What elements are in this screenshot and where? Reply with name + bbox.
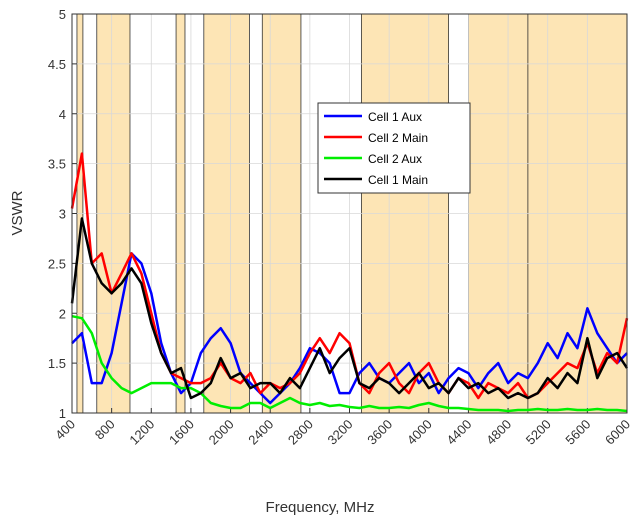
y-tick-label: 1 [59, 406, 66, 421]
y-tick-label: 3 [59, 207, 66, 222]
series-line [70, 217, 629, 400]
legend-label: Cell 2 Main [368, 131, 428, 145]
legend-label: Cell 1 Main [368, 173, 428, 187]
x-tick-label: 6000 [602, 417, 633, 448]
x-tick-label: 4400 [443, 417, 474, 448]
y-tick-label: 4 [59, 107, 66, 122]
x-tick-label: 3200 [325, 417, 356, 448]
x-tick-label: 1200 [126, 417, 157, 448]
x-tick-label: 5200 [523, 417, 554, 448]
x-tick-label: 4800 [483, 417, 514, 448]
y-tick-label: 3.5 [48, 157, 66, 172]
y-tick-label: 2.5 [48, 256, 66, 271]
series-line [71, 314, 628, 413]
plot-border [71, 13, 628, 414]
y-tick-label: 2 [59, 306, 66, 321]
x-tick-label: 5600 [562, 417, 593, 448]
y-tick-label: 5 [59, 7, 66, 22]
x-tick-label: 2800 [285, 417, 316, 448]
y-axis-label: VSWR [9, 190, 26, 235]
y-tick-label: 1.5 [48, 356, 66, 371]
x-tick-label: 4000 [404, 417, 435, 448]
x-tick-label: 2000 [206, 417, 237, 448]
x-tick-label: 800 [92, 417, 118, 443]
x-tick-label: 3600 [364, 417, 395, 448]
x-tick-label: 2400 [245, 417, 276, 448]
legend-label: Cell 2 Aux [368, 152, 422, 166]
x-tick-label: 400 [52, 417, 78, 443]
x-tick-label: 1600 [166, 417, 197, 448]
legend-label: Cell 1 Aux [368, 110, 422, 124]
series-line [71, 252, 628, 405]
y-tick-label: 4.5 [48, 57, 66, 72]
x-axis-label: Frequency, MHz [266, 499, 375, 516]
